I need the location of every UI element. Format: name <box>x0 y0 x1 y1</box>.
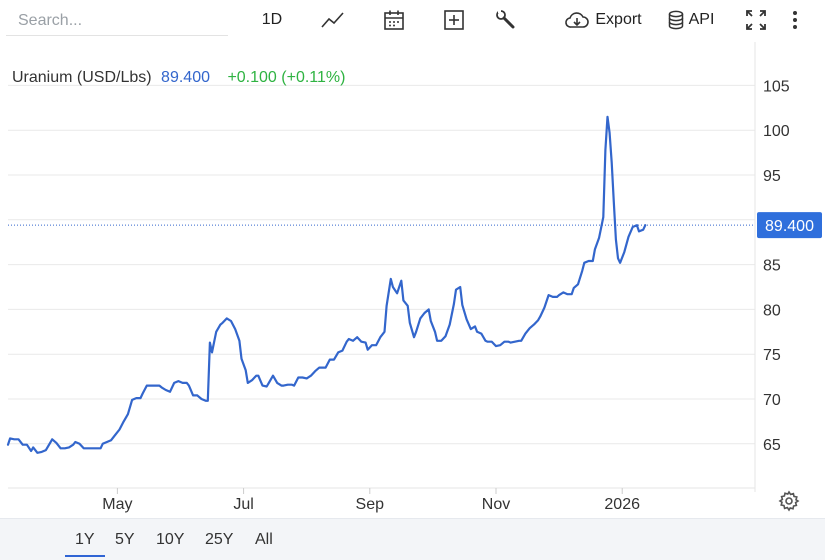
chart-type-button[interactable] <box>318 6 348 34</box>
chart-settings-button[interactable] <box>778 490 800 512</box>
add-indicator-button[interactable] <box>440 6 468 34</box>
price-chart[interactable]: 65 70 75 80 85 95 100 105 May Jul Sep Nov 2026 89.4… <box>0 42 825 518</box>
x-tick-label: Jul <box>233 496 253 513</box>
range-25y[interactable]: 25Y <box>205 531 234 548</box>
range-all[interactable]: All <box>255 531 273 548</box>
price-change: +0.100 (+0.11%) <box>227 69 345 86</box>
gear-icon <box>778 490 800 512</box>
x-tick-label: 2026 <box>604 496 640 513</box>
svg-text:Uranium (USD/Lbs) 89.400: Uranium (USD/Lbs) 89.400 +0.100 (+0.11%) <box>12 69 345 86</box>
export-button[interactable]: Export <box>562 6 644 34</box>
x-axis-labels: May Jul Sep Nov 2026 <box>102 488 640 513</box>
y-axis-labels: 65 70 75 80 85 95 100 105 <box>763 78 790 453</box>
active-range-indicator <box>65 555 105 557</box>
y-tick-label: 70 <box>763 392 781 409</box>
x-tick-label: May <box>102 496 132 513</box>
wrench-icon <box>496 9 515 29</box>
y-tick-label: 100 <box>763 123 790 140</box>
tools-button[interactable] <box>492 6 520 34</box>
y-tick-label: 65 <box>763 437 781 454</box>
search-input[interactable] <box>6 6 228 36</box>
plus-square-icon <box>444 10 464 30</box>
y-tick-label: 105 <box>763 78 790 95</box>
interval-button[interactable]: 1D <box>256 6 288 34</box>
y-tick-label: 80 <box>763 302 781 319</box>
api-button[interactable]: API <box>664 6 718 34</box>
last-price: 89.400 <box>161 69 210 86</box>
range-selector: 1Y 5Y 10Y 25Y All <box>0 518 825 560</box>
y-tick-label: 95 <box>763 168 781 185</box>
database-icon <box>668 10 683 30</box>
y-tick-label: 85 <box>763 258 781 275</box>
export-label: Export <box>595 11 642 28</box>
expand-icon <box>746 10 766 30</box>
range-10y[interactable]: 10Y <box>156 531 185 548</box>
range-5y[interactable]: 5Y <box>115 531 135 548</box>
interval-label: 1D <box>261 11 283 28</box>
chart-grid <box>8 84 755 445</box>
x-tick-label: Sep <box>356 496 385 513</box>
cloud-download-icon <box>565 12 590 28</box>
toolbar: 1D Export API <box>0 0 825 42</box>
range-1y[interactable]: 1Y <box>75 531 95 548</box>
instrument-name: Uranium (USD/Lbs) <box>12 69 152 86</box>
current-price-tag: 89.400 <box>757 212 822 239</box>
api-label: API <box>688 11 715 28</box>
more-options-button[interactable] <box>784 6 806 34</box>
fullscreen-button[interactable] <box>742 6 770 34</box>
calendar-button[interactable] <box>380 6 408 34</box>
calendar-icon <box>384 10 404 30</box>
more-vertical-icon <box>793 11 797 29</box>
price-series-line <box>6 115 647 454</box>
chart-header: Uranium (USD/Lbs) 89.400 +0.100 (+0.11%) <box>12 69 345 86</box>
line-chart-icon <box>321 12 344 28</box>
x-tick-label: Nov <box>482 496 510 513</box>
y-tick-label: 75 <box>763 347 781 364</box>
current-price-tag-text: 89.400 <box>765 218 814 235</box>
